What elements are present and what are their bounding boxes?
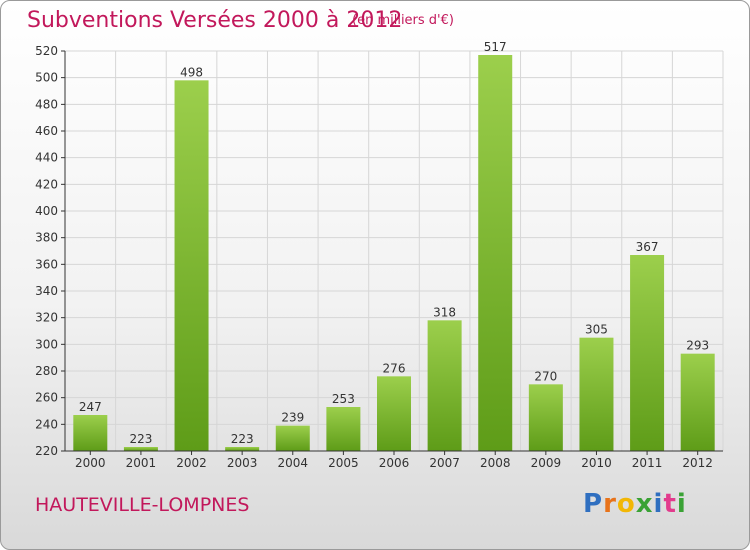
y-tick-label: 460	[35, 124, 58, 138]
data-label: 498	[180, 65, 203, 79]
x-tick-label: 2005	[328, 456, 359, 470]
y-tick-label: 260	[35, 391, 58, 405]
data-label: 517	[484, 40, 507, 54]
y-tick-label: 360	[35, 257, 58, 271]
data-label: 253	[332, 392, 355, 406]
data-label: 247	[79, 400, 102, 414]
bar	[326, 407, 361, 451]
bar	[630, 255, 665, 451]
x-tick-label: 2007	[429, 456, 460, 470]
y-tick-label: 280	[35, 364, 58, 378]
data-label: 305	[585, 323, 608, 337]
y-tick-label: 440	[35, 151, 58, 165]
y-tick-label: 340	[35, 284, 58, 298]
axes: 220 240 260 280 300 320 340 360 380 400 420 440 460 4…	[35, 44, 723, 470]
x-tick-label: 2004	[277, 456, 308, 470]
proxiti-logo: Proxiti	[583, 489, 687, 519]
chart-title: Subventions Versées 2000 à 2012	[27, 8, 403, 33]
commune-name: HAUTEVILLE-LOMPNES	[35, 494, 250, 516]
x-tick-label: 2010	[581, 456, 612, 470]
x-tick-label: 2012	[682, 456, 713, 470]
x-tick-label: 2011	[632, 456, 663, 470]
bar	[174, 80, 209, 451]
x-tick-label: 2008	[480, 456, 511, 470]
y-tick-label: 400	[35, 204, 58, 218]
data-label: 276	[383, 361, 406, 375]
y-tick-label: 380	[35, 231, 58, 245]
x-tick-label: 2000	[75, 456, 106, 470]
y-tick-label: 300	[35, 337, 58, 351]
data-label: 223	[129, 432, 152, 446]
bar	[377, 376, 411, 451]
data-label: 223	[231, 432, 254, 446]
x-tick-label: 2006	[379, 456, 410, 470]
y-tick-label: 240	[35, 417, 58, 431]
x-tick-label: 2001	[126, 456, 157, 470]
bar	[478, 55, 513, 451]
y-tick-label: 500	[35, 71, 58, 85]
y-tick-label: 320	[35, 311, 58, 325]
bar	[123, 447, 158, 451]
y-tick-label: 420	[35, 177, 58, 191]
x-tick-label: 2003	[227, 456, 258, 470]
y-tick-label: 220	[35, 444, 58, 458]
data-label: 293	[686, 339, 709, 353]
chart-unit: (en milliers d'€)	[352, 13, 454, 28]
x-tick-label: 2002	[176, 456, 207, 470]
bar	[73, 415, 108, 451]
data-label: 270	[534, 369, 557, 383]
bar	[225, 447, 260, 451]
data-label: 239	[281, 411, 304, 425]
bar	[680, 353, 715, 451]
data-label: 367	[636, 240, 659, 254]
bar	[579, 337, 614, 451]
data-label: 318	[433, 305, 456, 319]
bar	[275, 425, 310, 451]
bar	[528, 384, 563, 451]
bar	[427, 320, 462, 451]
bars: 247 223 498 223 239 253 276 318 517 270 305 367 293	[73, 40, 715, 451]
x-tick-label: 2009	[531, 456, 562, 470]
y-tick-label: 520	[35, 44, 58, 58]
y-tick-label: 480	[35, 97, 58, 111]
